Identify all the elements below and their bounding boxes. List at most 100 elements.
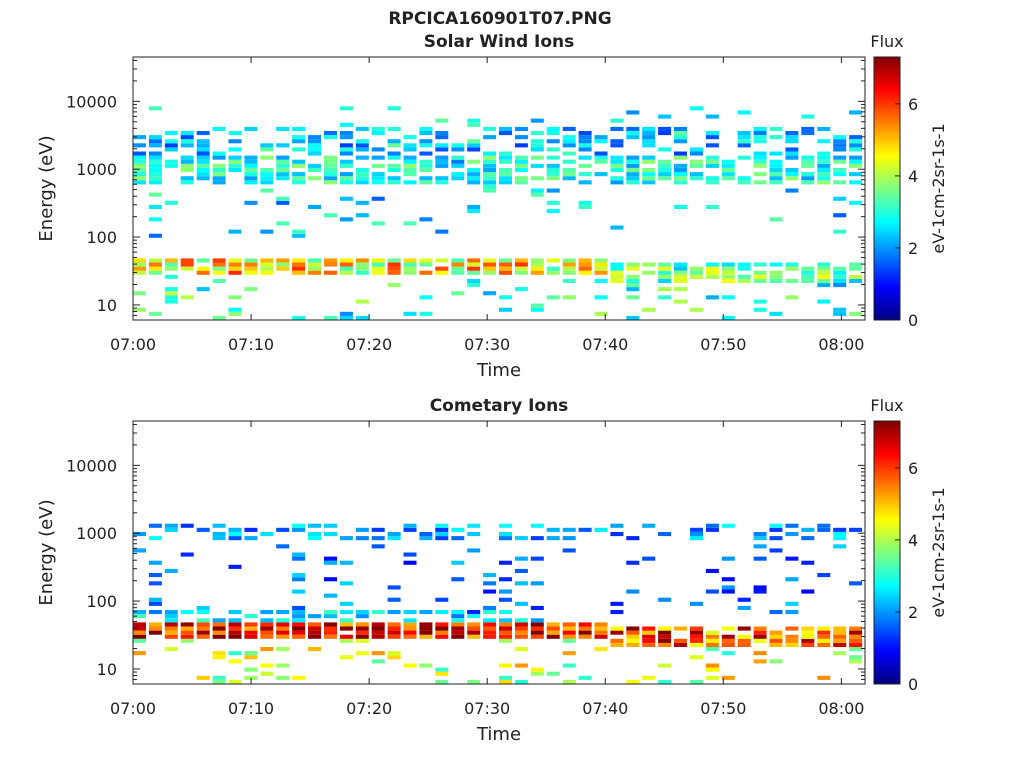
heatmap-cell bbox=[164, 266, 178, 271]
heatmap-cell bbox=[260, 147, 274, 152]
heatmap-cell bbox=[594, 647, 608, 652]
heatmap-cell bbox=[339, 196, 353, 201]
heatmap-cell bbox=[769, 274, 783, 279]
heatmap-cell bbox=[451, 270, 465, 275]
heatmap-cell bbox=[705, 667, 719, 672]
heatmap-cell bbox=[626, 626, 640, 631]
heatmap-cell bbox=[483, 151, 497, 156]
heatmap-cell bbox=[530, 163, 544, 168]
heatmap-cell bbox=[833, 311, 847, 316]
heatmap-cell bbox=[594, 266, 608, 271]
heatmap-cell bbox=[562, 258, 576, 263]
heatmap-cell bbox=[817, 163, 831, 168]
heatmap-cell bbox=[658, 642, 672, 647]
heatmap-cell bbox=[244, 626, 258, 631]
heatmap-cell bbox=[451, 143, 465, 148]
heatmap-cell bbox=[562, 634, 576, 639]
heatmap-cell bbox=[642, 675, 656, 680]
heatmap-cell bbox=[610, 126, 624, 131]
heatmap-cell bbox=[690, 630, 703, 635]
heatmap-cell bbox=[626, 266, 640, 271]
heatmap-cell bbox=[403, 135, 417, 140]
heatmap-cell bbox=[769, 172, 783, 177]
x-tick-label: 07:30 bbox=[464, 699, 510, 718]
heatmap-cell bbox=[133, 180, 146, 185]
heatmap-cell bbox=[769, 135, 783, 140]
heatmap-cell bbox=[658, 176, 672, 181]
heatmap-cell bbox=[674, 172, 687, 177]
heatmap-cell bbox=[785, 626, 799, 631]
heatmap-cell bbox=[148, 139, 162, 144]
heatmap-cell bbox=[658, 630, 672, 635]
heatmap-cell bbox=[292, 675, 306, 680]
heatmap-cell bbox=[499, 532, 512, 537]
heatmap-cells bbox=[133, 106, 863, 320]
x-tick-label: 08:00 bbox=[818, 699, 864, 718]
y-axis-label: Energy (eV) bbox=[36, 135, 57, 241]
heatmap-cell bbox=[833, 536, 847, 541]
heatmap-cell bbox=[817, 176, 831, 181]
heatmap-cell bbox=[546, 126, 560, 131]
heatmap-cell bbox=[769, 278, 783, 283]
heatmap-cell bbox=[164, 143, 178, 148]
heatmap-cell bbox=[339, 634, 353, 639]
heatmap-cell bbox=[530, 307, 544, 312]
heatmap-cell bbox=[419, 139, 433, 144]
heatmap-cell bbox=[276, 262, 290, 267]
heatmap-cell bbox=[690, 527, 703, 532]
heatmap-cell bbox=[737, 642, 751, 647]
heatmap-cell bbox=[212, 651, 226, 656]
heatmap-cell bbox=[514, 159, 528, 164]
heatmap-cell bbox=[753, 131, 767, 136]
heatmap-cell bbox=[753, 172, 767, 177]
heatmap-cell bbox=[435, 258, 449, 263]
panel-title: Cometary Ions bbox=[430, 396, 569, 416]
heatmap-cell bbox=[244, 527, 258, 532]
heatmap-cell bbox=[499, 626, 512, 631]
x-tick-label: 07:50 bbox=[700, 335, 746, 354]
heatmap-cell bbox=[849, 147, 863, 152]
heatmap-cell bbox=[610, 638, 624, 643]
heatmap-cell bbox=[658, 131, 672, 136]
heatmap-cell bbox=[260, 266, 274, 271]
heatmap-cell bbox=[387, 168, 401, 173]
heatmap-cell bbox=[260, 671, 274, 676]
heatmap-cell bbox=[674, 180, 687, 185]
heatmap-cell bbox=[403, 180, 417, 185]
heatmap-cell bbox=[626, 287, 640, 292]
heatmap-cell bbox=[435, 143, 449, 148]
heatmap-cell bbox=[355, 266, 369, 271]
heatmap-cell bbox=[260, 610, 274, 615]
heatmap-cell bbox=[705, 266, 719, 271]
heatmap-cell bbox=[324, 634, 337, 639]
heatmap-cell bbox=[435, 671, 449, 676]
heatmap-cell bbox=[546, 295, 560, 300]
heatmap-cell bbox=[705, 262, 719, 267]
heatmap-cell bbox=[260, 532, 274, 537]
heatmap-cell bbox=[292, 634, 306, 639]
heatmap-cell bbox=[276, 634, 290, 639]
heatmap-cell bbox=[467, 523, 481, 528]
heatmap-cell bbox=[546, 172, 560, 177]
heatmap-cell bbox=[467, 532, 481, 537]
heatmap-cell bbox=[658, 278, 672, 283]
heatmap-cell bbox=[164, 131, 178, 136]
heatmap-cell bbox=[196, 626, 210, 631]
heatmap-cell bbox=[626, 278, 640, 283]
x-tick-label: 07:30 bbox=[464, 335, 510, 354]
heatmap-cell bbox=[244, 536, 258, 541]
heatmap-cell bbox=[324, 135, 337, 140]
heatmap-cell bbox=[324, 155, 337, 160]
heatmap-cell bbox=[785, 168, 799, 173]
heatmap-cell bbox=[817, 270, 831, 275]
heatmap-cell bbox=[371, 634, 385, 639]
heatmap-cell bbox=[594, 155, 608, 160]
heatmap-cell bbox=[562, 638, 576, 643]
heatmap-cell bbox=[514, 679, 528, 684]
heatmap-cell bbox=[849, 180, 863, 185]
heatmap-cell bbox=[562, 262, 576, 267]
heatmap-cell bbox=[514, 581, 528, 586]
heatmap-cell bbox=[578, 163, 592, 168]
heatmap-cell bbox=[355, 651, 369, 656]
heatmap-cell bbox=[499, 610, 512, 615]
